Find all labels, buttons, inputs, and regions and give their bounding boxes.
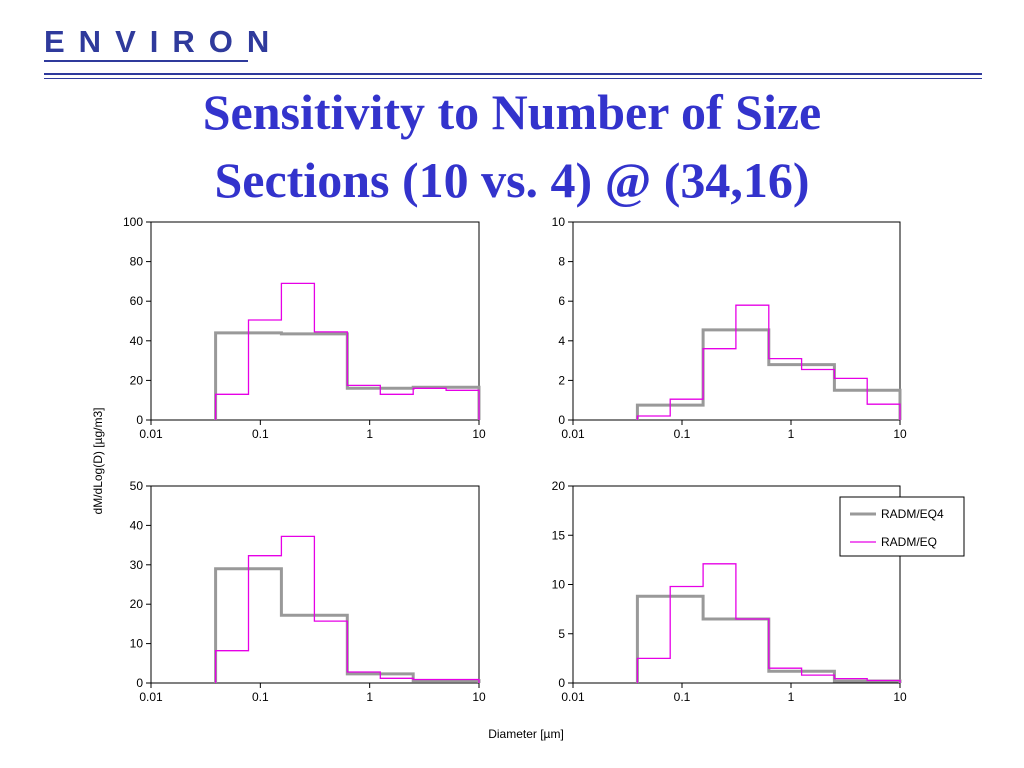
environ-logo: ENVIRON	[44, 24, 284, 59]
x-tick-label: 0.1	[674, 690, 691, 704]
legend-label: RADM/EQ	[881, 535, 937, 549]
y-tick-label: 40	[130, 518, 144, 532]
y-tick-label: 40	[130, 334, 144, 348]
y-tick-label: 30	[130, 558, 144, 572]
chart-panel-3: 0 10 20 30 40 50 0.01 0.1 1 10	[130, 479, 486, 704]
chart-panel-1: 0 20 40 60 80 100 0.01 0.1 1 10	[123, 215, 486, 441]
x-tick-label: 10	[472, 427, 486, 441]
x-tick-label: 1	[366, 690, 373, 704]
plot-area	[150, 221, 480, 421]
y-tick-label: 0	[136, 676, 143, 690]
series-radm-eq	[636, 304, 901, 420]
header-rule-thin	[44, 78, 982, 79]
y-tick-label: 5	[558, 627, 565, 641]
x-tick-label: 0.01	[561, 427, 585, 441]
series-radm-eq	[214, 535, 480, 683]
y-tick-label: 60	[130, 294, 144, 308]
legend-box	[839, 496, 965, 557]
plot-area	[572, 221, 901, 421]
x-axis-label: Diameter [µm]	[488, 727, 564, 741]
y-tick-label: 100	[123, 215, 143, 229]
slide-title-line-1: Sensitivity to Number of Size	[202, 84, 822, 140]
x-tick-label: 1	[788, 690, 795, 704]
y-tick-label: 80	[130, 255, 144, 269]
y-tick-label: 10	[130, 637, 144, 651]
y-tick-label: 0	[558, 676, 565, 690]
y-tick-label: 8	[558, 255, 565, 269]
y-tick-label: 0	[136, 413, 143, 427]
slide-title-line-2: Sections (10 vs. 4) @ (34,16)	[214, 152, 810, 208]
x-tick-label: 1	[366, 427, 373, 441]
y-tick-label: 4	[558, 334, 565, 348]
logo-underline	[44, 60, 248, 62]
y-tick-label: 20	[130, 597, 144, 611]
y-tick-label: 0	[558, 413, 565, 427]
y-tick-label: 10	[552, 578, 566, 592]
header-rule	[44, 73, 982, 75]
y-tick-label: 6	[558, 294, 565, 308]
y-tick-label: 20	[552, 479, 566, 493]
y-tick-label: 10	[552, 215, 566, 229]
x-tick-label: 10	[893, 427, 907, 441]
x-tick-label: 10	[893, 690, 907, 704]
x-tick-label: 0.1	[252, 427, 269, 441]
y-tick-label: 2	[558, 373, 565, 387]
y-tick-label: 20	[130, 373, 144, 387]
y-tick-label: 15	[552, 528, 566, 542]
series-radm-eq	[636, 563, 901, 683]
x-tick-label: 1	[788, 427, 795, 441]
legend: RADM/EQ4 RADM/EQ	[839, 496, 965, 557]
chart-panel-4: 0 5 10 15 20 0.01 0.1 1 10	[552, 479, 907, 704]
x-tick-label: 10	[472, 690, 486, 704]
x-tick-label: 0.01	[561, 690, 585, 704]
x-tick-label: 0.01	[139, 690, 163, 704]
y-axis-label: dM/dLog(D) [µg/m3]	[91, 408, 105, 515]
legend-label: RADM/EQ4	[881, 507, 944, 521]
x-tick-label: 0.1	[674, 427, 691, 441]
x-tick-label: 0.1	[252, 690, 269, 704]
series-radm-eq	[214, 282, 480, 420]
chart-panel-2: 0 2 4 6 8 10 0.01 0.1 1 10	[552, 215, 907, 441]
y-tick-label: 50	[130, 479, 144, 493]
plot-area	[150, 485, 480, 684]
x-tick-label: 0.01	[139, 427, 163, 441]
